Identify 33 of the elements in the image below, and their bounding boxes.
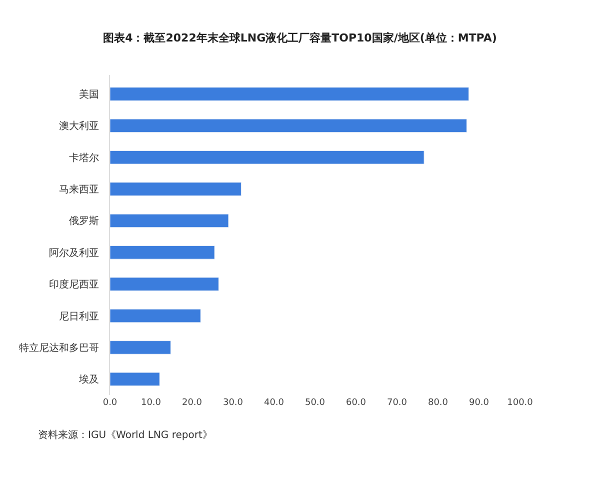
bar [110, 214, 229, 228]
y-tick-label: 卡塔尔 [69, 152, 99, 164]
chart-title: 图表4：截至2022年末全球LNG液化工厂容量TOP10国家/地区(单位：MTPA) [103, 31, 497, 44]
bar [110, 87, 469, 101]
x-tick-label: 90.0 [468, 398, 490, 408]
y-tick-label: 澳大利亚 [59, 120, 99, 132]
x-tick-label: 60.0 [346, 398, 366, 408]
x-tick-label: 40.0 [264, 398, 284, 408]
y-tick-label: 阿尔及利亚 [49, 246, 99, 259]
x-tick-label: 20.0 [182, 398, 202, 408]
bar [110, 277, 219, 292]
bar [110, 372, 160, 386]
y-tick-label: 埃及 [78, 374, 99, 386]
bar [110, 150, 424, 164]
x-tick-label: 100.0 [507, 398, 534, 408]
x-tick-label: 50.0 [304, 398, 326, 408]
text: 资料来源：IGU《World LNG report》 [38, 429, 212, 441]
x-tick-label: 80.0 [428, 398, 448, 408]
y-tick-label: 俄罗斯 [69, 215, 99, 228]
x-tick-label: 10.0 [140, 398, 162, 408]
bar [110, 182, 242, 196]
y-tick-label: 特立尼达和多巴哥 [19, 342, 99, 354]
x-tick-label: 70.0 [386, 398, 408, 408]
x-tick-label: 30.0 [222, 398, 244, 408]
y-tick-label: 马来西亚 [59, 184, 99, 196]
y-tick-label: 尼日利亚 [59, 310, 99, 322]
bar [110, 308, 201, 323]
y-tick-label: 美国 [79, 88, 99, 101]
x-tick-label: 0.0 [102, 398, 118, 408]
bar [110, 340, 171, 354]
y-tick-label: 印度尼西亚 [49, 278, 99, 291]
bar [110, 246, 215, 260]
bar [110, 118, 467, 133]
